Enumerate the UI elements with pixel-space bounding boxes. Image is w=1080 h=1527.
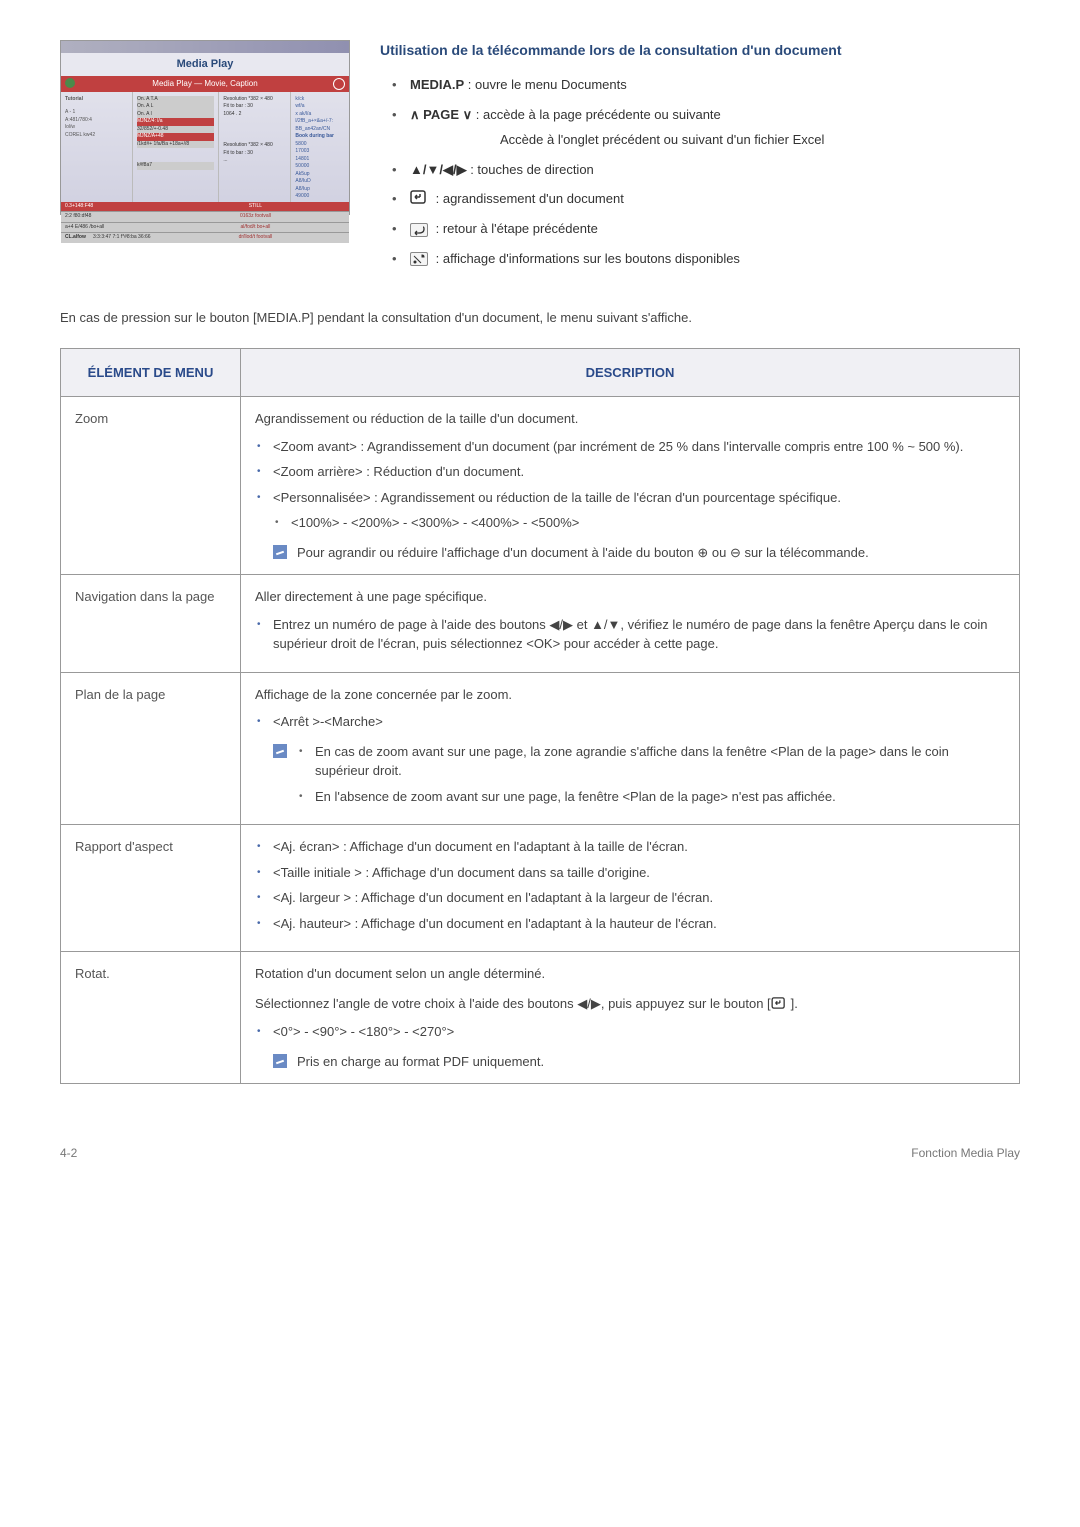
remote-list: MEDIA.P : ouvre le menu Documents ∧ PAGE… (380, 75, 1020, 268)
menu-nav: Navigation dans la page (61, 575, 241, 673)
desc-plan: Affichage de la zone concernée par le zo… (241, 672, 1020, 825)
page-footer: 4-2 Fonction Media Play (60, 1144, 1020, 1162)
screenshot-bottom-rows: 0.3+148:F48STILL 2:2 f80:df480163z footv… (61, 202, 349, 243)
note-zoom: Pour agrandir ou réduire l'affichage d'u… (255, 543, 1005, 563)
screenshot-col4: k/ck wf/a x ak/l/a l/2fB_a+×&a+/-7: BB_a… (291, 92, 349, 202)
note-rotat: Pris en charge au format PDF uniquement. (255, 1052, 1005, 1072)
rotat-line2: Sélectionnez l'angle de votre choix à l'… (255, 994, 1005, 1014)
menu-table: ÉLÉMENT DE MENU DESCRIPTION Zoom Agrandi… (60, 348, 1020, 1084)
remote-item-tools: : affichage d'informations sur les bouto… (392, 249, 1020, 269)
remote-title: Utilisation de la télécommande lors de l… (380, 40, 1020, 61)
screenshot-col2: On. A T.A On. A L On. A l MJNZ/4: l/a 32… (133, 92, 219, 202)
tools-icon (410, 252, 428, 266)
menu-plan: Plan de la page (61, 672, 241, 825)
remote-item-page: ∧ PAGE ∨ : accède à la page précédente o… (392, 105, 1020, 150)
enter-icon (410, 190, 428, 210)
desc-rotat: Rotation d'un document selon un angle dé… (241, 952, 1020, 1084)
menu-zoom: Zoom (61, 397, 241, 575)
remote-item-return: : retour à l'étape précédente (392, 219, 1020, 239)
note-plan: En cas de zoom avant sur une page, la zo… (255, 742, 1005, 813)
media-play-screenshot: Media Play Media Play — Movie, Caption T… (60, 40, 350, 215)
desc-nav: Aller directement à une page spécifique.… (241, 575, 1020, 673)
remote-item-arrows: ▲/▼/◀/▶ : touches de direction (392, 160, 1020, 180)
remote-item-page-sub: Accède à l'onglet précédent ou suivant d… (500, 130, 1020, 150)
footer-left: 4-2 (60, 1144, 77, 1162)
screenshot-title: Media Play (61, 53, 349, 76)
menu-aspect: Rapport d'aspect (61, 825, 241, 952)
menu-rotat: Rotat. (61, 952, 241, 1084)
return-icon (410, 223, 428, 237)
remote-section: Utilisation de la télécommande lors de l… (380, 40, 1020, 278)
remote-item-mediap: MEDIA.P : ouvre le menu Documents (392, 75, 1020, 95)
screenshot-body: Tutorial A - 1 A:481/780:4 lol/w COREL k… (61, 92, 349, 202)
table-header-desc: DESCRIPTION (241, 348, 1020, 397)
note-icon (273, 744, 287, 758)
table-row: Rotat. Rotation d'un document selon un a… (61, 952, 1020, 1084)
table-row: Plan de la page Affichage de la zone con… (61, 672, 1020, 825)
remote-item-enter: : agrandissement d'un document (392, 189, 1020, 209)
desc-zoom: Agrandissement ou réduction de la taille… (241, 397, 1020, 575)
note-icon (273, 1054, 287, 1068)
screenshot-subtitle-bar: Media Play — Movie, Caption (61, 76, 349, 92)
table-row: Navigation dans la page Aller directemen… (61, 575, 1020, 673)
table-row: Rapport d'aspect <Aj. écran> : Affichage… (61, 825, 1020, 952)
table-header-menu: ÉLÉMENT DE MENU (61, 348, 241, 397)
screenshot-header-bar (61, 41, 349, 53)
note-icon (273, 545, 287, 559)
enter-icon (771, 995, 787, 1015)
table-row: Zoom Agrandissement ou réduction de la t… (61, 397, 1020, 575)
screenshot-col1: Tutorial A - 1 A:481/780:4 lol/w COREL k… (61, 92, 133, 202)
screenshot-col3: Resolution *382 × 480 Fit to bar : 30 10… (219, 92, 291, 202)
intro-text: En cas de pression sur le bouton [MEDIA.… (60, 308, 1020, 328)
desc-aspect: <Aj. écran> : Affichage d'un document en… (241, 825, 1020, 952)
footer-right: Fonction Media Play (911, 1144, 1020, 1162)
